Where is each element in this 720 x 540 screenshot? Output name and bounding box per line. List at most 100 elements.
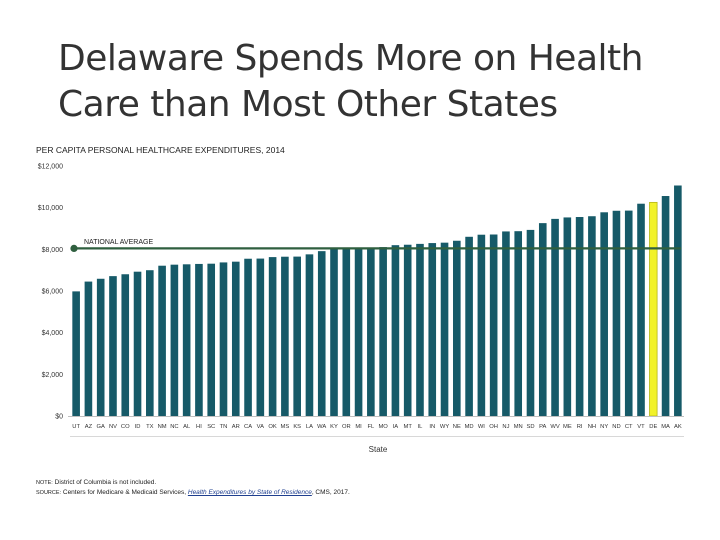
bar-nj: [502, 231, 510, 416]
bar-in: [428, 243, 437, 416]
bar-az: [84, 281, 93, 416]
x-tick-label: OR: [342, 424, 351, 430]
source-tail: , CMS, 2017.: [311, 489, 350, 496]
x-tick-label: MT: [404, 424, 413, 430]
bar-de: [649, 201, 658, 417]
y-tick-label: $4,000: [42, 330, 64, 337]
x-tick-label: OK: [268, 424, 277, 430]
bar-ma: [661, 196, 670, 416]
y-axis: $0 $2,000 $4,000 $6,000 $8,000 $10,000 $12,000: [38, 164, 63, 421]
bar-wa: [317, 251, 326, 416]
bar-mi: [354, 248, 363, 416]
y-tick-label: $8,000: [42, 247, 64, 254]
bar-tn: [219, 262, 228, 416]
bar-vt: [637, 203, 645, 416]
source-line: SOURCE: Centers for Medicare & Medicaid …: [36, 488, 350, 498]
x-tick-label: DE: [649, 424, 657, 430]
x-tick-label: FL: [367, 424, 375, 430]
bar-ms: [281, 256, 289, 416]
x-tick-label: NE: [453, 424, 461, 430]
bar-oh: [489, 234, 498, 416]
bar-ct: [624, 210, 633, 416]
x-tick-label: NV: [109, 424, 117, 430]
x-tick-label: UT: [72, 424, 80, 430]
x-tick-label: GA: [97, 424, 106, 430]
x-tick-label: WY: [440, 424, 449, 430]
x-tick-label: MO: [378, 424, 388, 430]
x-tick-label: ND: [612, 424, 620, 430]
x-tick-label: AK: [674, 424, 682, 430]
bar-mo: [379, 247, 387, 416]
source-link[interactable]: Health Expenditures by State of Residenc…: [187, 489, 312, 496]
bar-il: [416, 243, 424, 417]
footnotes: NOTE: District of Columbia is not includ…: [36, 478, 350, 498]
bar-ar: [231, 261, 240, 416]
x-axis: UT AZ GA NV CO ID TX NM NC AL HI SC TN AR CA VA OK MS KS LA…: [68, 416, 684, 437]
bar-wy: [440, 242, 449, 416]
x-tick-label: ME: [563, 424, 572, 430]
bar-fl: [367, 247, 375, 416]
reference-label: NATIONAL AVERAGE: [84, 239, 153, 246]
bar-al: [182, 264, 191, 416]
bar-ok: [268, 257, 277, 416]
y-tick-label: $2,000: [42, 372, 64, 379]
x-tick-label: MA: [661, 424, 670, 430]
bar-nd: [612, 210, 621, 416]
bar-ut: [72, 291, 80, 417]
x-tick-label: MS: [281, 424, 290, 430]
bar-md: [465, 236, 473, 416]
reference-marker: [70, 244, 78, 252]
x-tick-label: HI: [196, 424, 202, 430]
x-tick-label: AR: [232, 424, 240, 430]
x-tick-label: MD: [465, 424, 474, 430]
bar-or: [342, 248, 351, 416]
bar-mn: [514, 231, 523, 416]
x-tick-label: NC: [170, 424, 178, 430]
x-tick-label: VA: [257, 424, 264, 430]
bar-wi: [477, 234, 486, 416]
bar-ia: [391, 245, 400, 416]
x-tick-label: MI: [355, 424, 362, 430]
y-tick-label: $0: [55, 414, 63, 421]
bar-me: [563, 217, 572, 416]
x-tick-label: TX: [146, 424, 154, 430]
bar-ri: [575, 217, 584, 416]
x-tick-label: SD: [526, 424, 534, 430]
x-tick-label: AL: [183, 424, 191, 430]
x-tick-label: MN: [514, 424, 523, 430]
bars: [72, 185, 682, 417]
bar-co: [121, 274, 130, 416]
bar-nh: [588, 216, 596, 416]
x-tick-label: AZ: [85, 424, 93, 430]
x-tick-label: IA: [393, 424, 399, 430]
bar-ak: [674, 185, 682, 416]
x-tick-label: ID: [135, 424, 141, 430]
chart-title: PER CAPITA PERSONAL HEALTHCARE EXPENDITU…: [36, 145, 285, 155]
x-tick-label: NJ: [502, 424, 509, 430]
bar-nc: [170, 264, 179, 416]
bar-sd: [526, 229, 535, 416]
x-tick-label: WA: [317, 424, 326, 430]
slide-title: Delaware Spends More on Health Care than…: [58, 38, 643, 125]
x-tick-label: PA: [539, 424, 546, 430]
x-tick-label: WV: [550, 424, 559, 430]
bar-pa: [538, 223, 547, 417]
bar-ky: [330, 249, 338, 416]
source-text: Centers for Medicare & Medicaid Services…: [62, 489, 187, 496]
note-line: NOTE: District of Columbia is not includ…: [36, 478, 350, 488]
bar-sc: [207, 263, 216, 416]
x-tick-label: IL: [418, 424, 424, 430]
x-tick-label: CA: [244, 424, 252, 430]
bar-mt: [403, 244, 412, 416]
bar-hi: [195, 263, 203, 416]
y-tick-label: $6,000: [42, 289, 64, 296]
x-tick-label: IN: [429, 424, 435, 430]
bar-tx: [146, 270, 154, 416]
bar-nv: [109, 276, 117, 417]
bar-la: [305, 254, 314, 416]
bar-va: [256, 258, 265, 416]
note-text: District of Columbia is not included.: [54, 479, 157, 486]
x-tick-label: SC: [207, 424, 215, 430]
x-tick-label: NH: [588, 424, 596, 430]
